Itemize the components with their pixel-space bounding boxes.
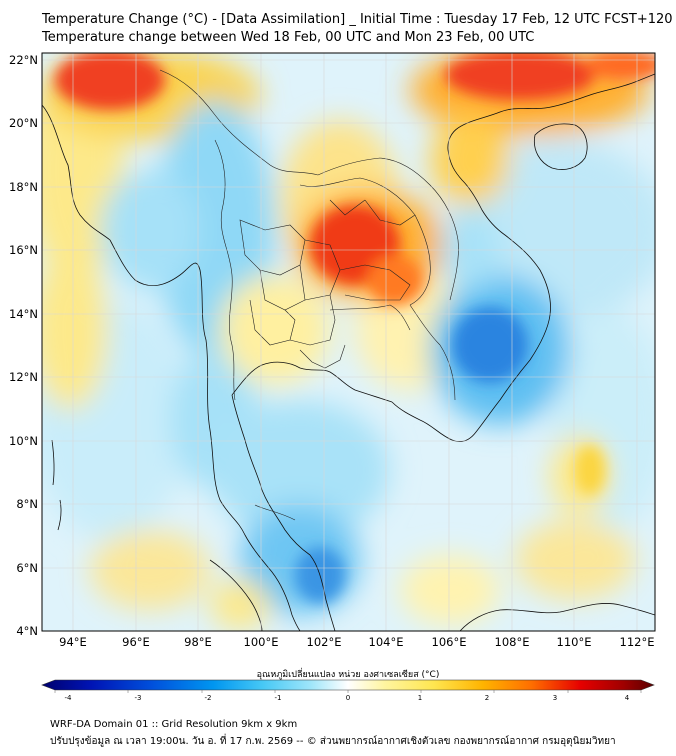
footer-credit: ปรับปรุงข้อมูล ณ เวลา 19:00น. วัน อ. ที่…: [50, 736, 616, 747]
colorbar-title: อุณหภูมิเปลี่ยนแปลง หน่วย องศาเซลเซียส (…: [257, 667, 440, 680]
lat-tick-label: 20°N: [9, 116, 38, 130]
chart-title: Temperature Change (°C) - [Data Assimila…: [42, 12, 673, 27]
lat-tick-label: 4°N: [16, 624, 38, 638]
colorbar-tick-label: 3: [553, 694, 557, 702]
latitude-labels: 22°N 20°N 18°N 16°N 14°N 12°N 10°N 8°N 6…: [9, 53, 38, 638]
lon-tick-label: 100°E: [244, 635, 279, 649]
lon-tick-label: 112°E: [620, 635, 655, 649]
lat-tick-label: 16°N: [9, 243, 38, 257]
lon-tick-label: 104°E: [369, 635, 404, 649]
lon-tick-label: 106°E: [432, 635, 467, 649]
borders: [159, 69, 459, 521]
colorbar-tick-label: -1: [275, 694, 282, 702]
colorbar-tick-label: 4: [625, 694, 630, 702]
lat-tick-label: 12°N: [9, 370, 38, 384]
colorbar-tick-label: -2: [205, 694, 212, 702]
lat-tick-label: 8°N: [16, 497, 38, 511]
chart-subtitle: Temperature change between Wed 18 Feb, 0…: [42, 30, 535, 45]
temperature-field: [42, 53, 655, 631]
map-frame: [41, 52, 656, 632]
lon-tick-label: 110°E: [557, 635, 592, 649]
colorbar: อุณหภูมิเปลี่ยนแปลง หน่วย องศาเซลเซียส (…: [41, 667, 655, 702]
coastlines: [42, 73, 655, 631]
lat-tick-label: 6°N: [16, 561, 38, 575]
longitude-labels: 94°E 96°E 98°E 100°E 102°E 104°E 106°E 1…: [59, 635, 654, 649]
lon-tick-label: 108°E: [495, 635, 530, 649]
footer-model-info: WRF-DA Domain 01 :: Grid Resolution 9km …: [50, 719, 298, 730]
lat-tick-label: 22°N: [9, 53, 38, 67]
colorbar-tick-label: -4: [65, 694, 73, 702]
lat-tick-label: 14°N: [9, 307, 38, 321]
temperature-change-map: 22°N 20°N 18°N 16°N 14°N 12°N 10°N 8°N 6…: [9, 52, 656, 702]
gridlines: [42, 53, 655, 631]
colorbar-tick-label: 1: [418, 694, 422, 702]
lon-tick-label: 102°E: [307, 635, 342, 649]
lat-tick-label: 10°N: [9, 434, 38, 448]
colorbar-gradient: [41, 679, 655, 691]
lon-tick-label: 94°E: [59, 635, 87, 649]
colorbar-tick-label: 0: [346, 694, 350, 702]
lon-tick-label: 98°E: [184, 635, 212, 649]
colorbar-tick-label: 2: [485, 694, 489, 702]
colorbar-tick-label: -3: [135, 694, 142, 702]
lat-tick-label: 18°N: [9, 180, 38, 194]
lon-tick-label: 96°E: [122, 635, 150, 649]
